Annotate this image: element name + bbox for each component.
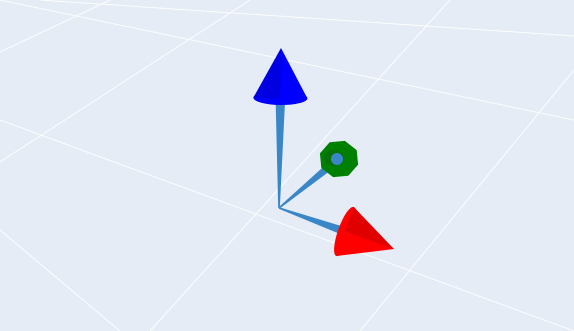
cone-series — [253, 48, 394, 257]
gridline — [0, 119, 574, 331]
gridline — [359, 69, 574, 331]
gridline — [0, 229, 121, 331]
cone-shade — [345, 207, 394, 249]
cone-shade — [253, 48, 281, 98]
gridline — [0, 0, 111, 53]
cone-base — [334, 206, 356, 257]
gridline — [39, 0, 574, 37]
cone-shaft — [278, 161, 335, 209]
cone-head — [253, 48, 308, 99]
gridline — [0, 0, 251, 163]
cone-shaft — [275, 92, 286, 209]
gridline — [149, 0, 451, 331]
cone-base — [253, 90, 308, 106]
cone-shaft-tip — [331, 153, 343, 165]
